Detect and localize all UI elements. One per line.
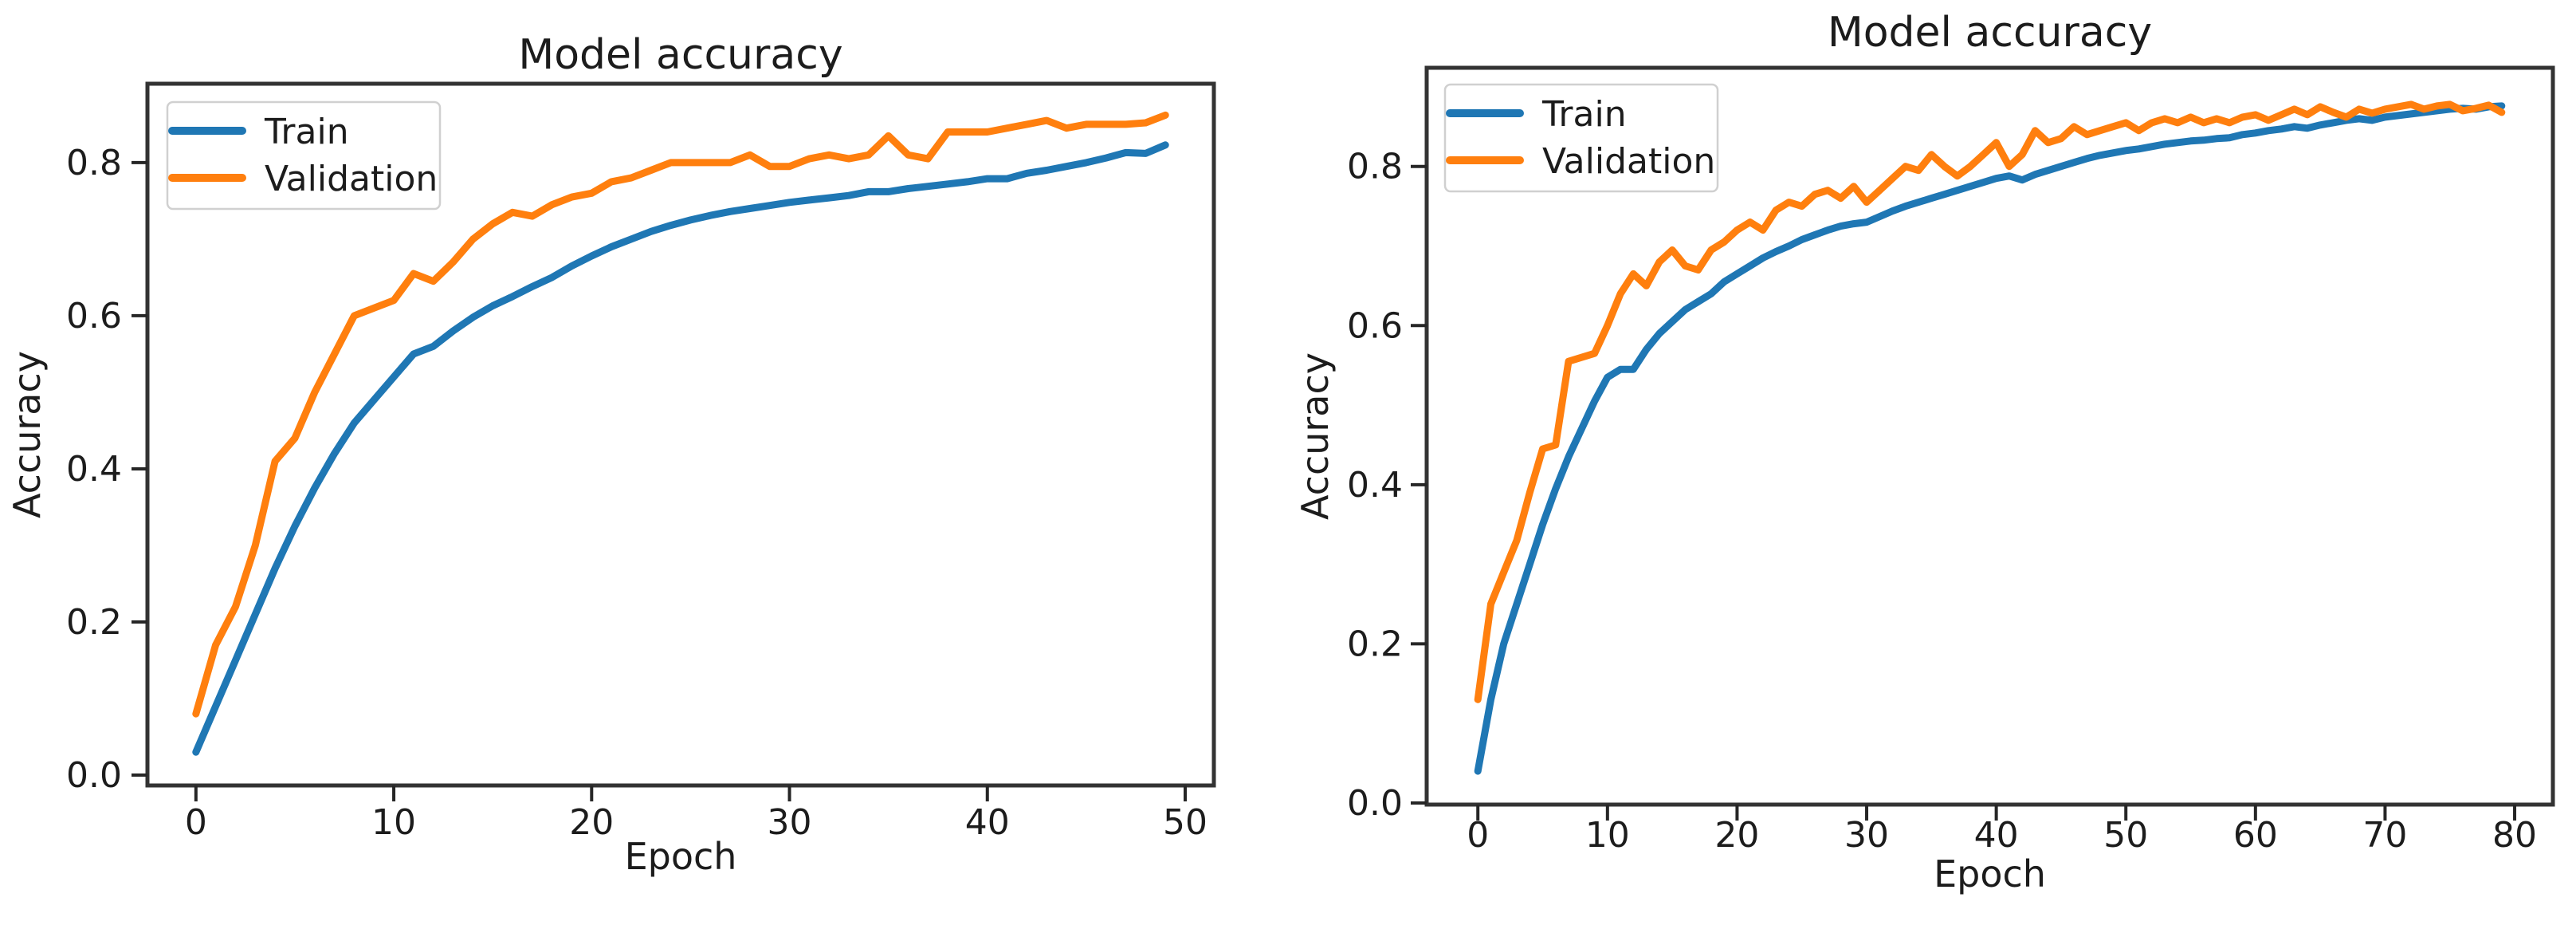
x-tick-label: 30: [1844, 815, 1889, 856]
axes-spines: [1424, 65, 2555, 807]
y-tick-label: 0.2: [66, 602, 122, 643]
y-tick-label: 0.4: [1347, 465, 1403, 506]
y-tick-label: 0.4: [66, 449, 122, 490]
x-tick-label: 40: [965, 802, 1010, 843]
right-accuracy-chart: 0 10 20 30 40 50 60 70 80 0.0 0.2 0.4 0.6 0.8 Model ac…: [1288, 0, 2576, 925]
y-axis-label: Accuracy: [6, 351, 49, 518]
chart-title: Model accuracy: [1828, 9, 2152, 57]
x-tick-label: 10: [1585, 815, 1630, 856]
x-tick-label: 60: [2233, 815, 2278, 856]
y-tick-label: 0.8: [1347, 147, 1403, 187]
x-tick-label: 50: [2103, 815, 2148, 856]
validation-line: [192, 111, 1169, 718]
legend: Train Validation: [1443, 83, 1719, 193]
plot-svg: 0 10 20 30 40 50 0.0 0.2 0.4 0.6 0.8 Model accuracy…: [6, 31, 1216, 878]
x-tick-label: 20: [569, 802, 614, 843]
train-line: [192, 141, 1169, 756]
legend-label-train: Train: [264, 112, 349, 152]
legend-label-validation: Validation: [265, 159, 438, 199]
x-tick-label: 10: [371, 802, 416, 843]
x-tick-label: 70: [2362, 815, 2407, 856]
y-tick-label: 0.6: [1347, 305, 1403, 346]
validation-line: [1474, 100, 2506, 703]
x-tick-label: 0: [1467, 815, 1489, 856]
plot-svg: 0 10 20 30 40 50 60 70 80 0.0 0.2 0.4 0.6 0.8 Model ac…: [1294, 9, 2555, 895]
x-axis-label: Epoch: [625, 835, 737, 878]
x-axis-label: Epoch: [1934, 852, 2046, 895]
x-tick-label: 0: [185, 802, 207, 843]
y-tick-label: 0.6: [66, 296, 122, 337]
left-accuracy-chart: 0 10 20 30 40 50 0.0 0.2 0.4 0.6 0.8 Model accuracy…: [6, 31, 1216, 878]
axes-spines: [145, 81, 1216, 788]
x-tick-label: 50: [1163, 802, 1208, 843]
y-tick-label: 0.0: [66, 755, 122, 796]
y-tick-label: 0.8: [66, 143, 122, 183]
legend-label-validation: Validation: [1542, 141, 1715, 182]
train-line: [1474, 102, 2506, 775]
legend-label-train: Train: [1541, 94, 1627, 135]
x-tick-label: 80: [2492, 815, 2537, 856]
y-tick-label: 0.0: [1347, 783, 1403, 824]
y-axis-label: Accuracy: [1294, 352, 1337, 520]
y-tick-label: 0.2: [1347, 624, 1403, 664]
legend: Train Validation: [166, 100, 442, 211]
x-tick-label: 20: [1714, 815, 1759, 856]
x-tick-label: 40: [1974, 815, 2019, 856]
chart-title: Model accuracy: [518, 31, 842, 79]
x-tick-label: 30: [768, 802, 812, 843]
